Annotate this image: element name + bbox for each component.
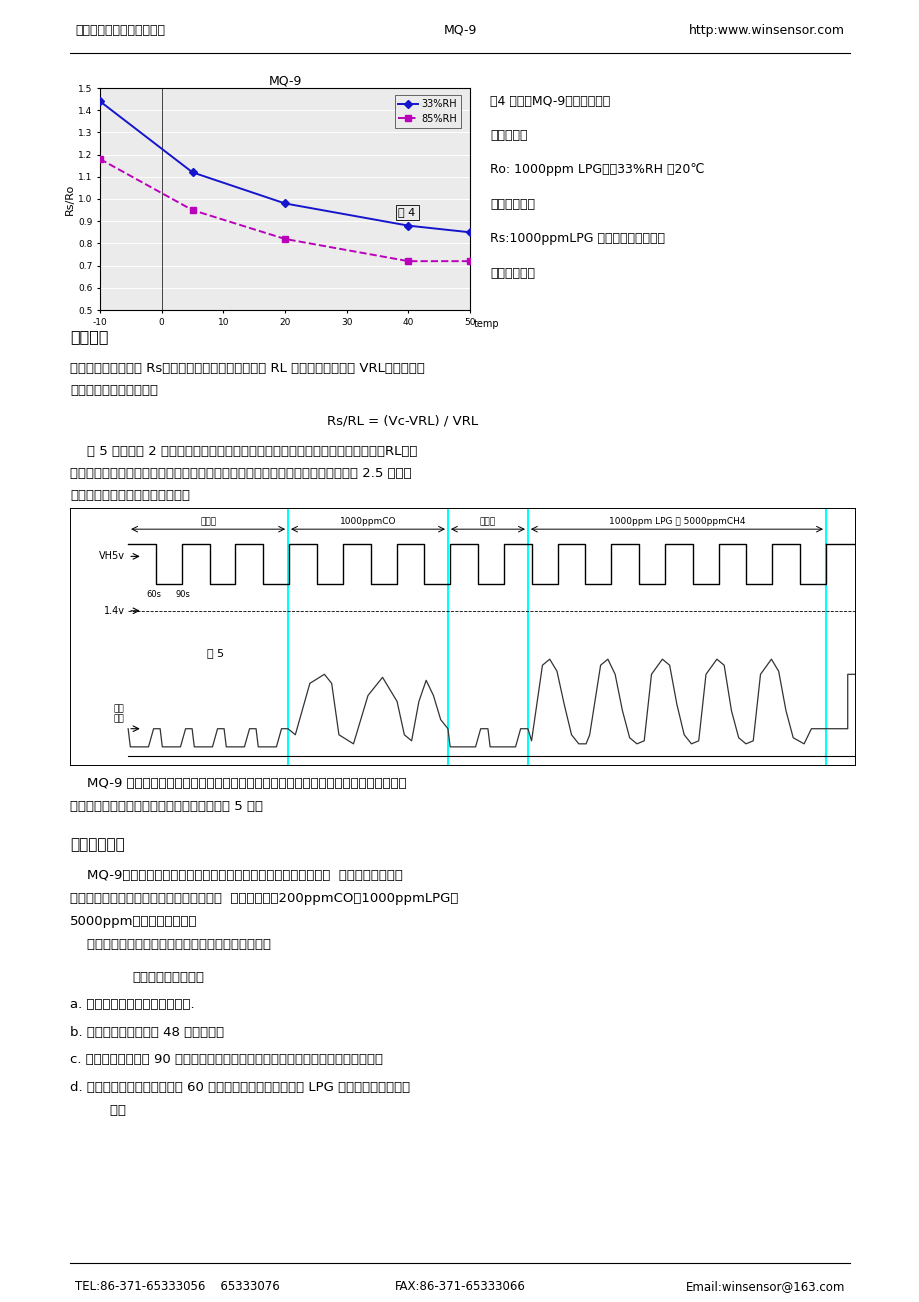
- Text: 工作原理: 工作原理: [70, 328, 108, 344]
- Text: MQ-9 型气敏元件的敏感层是用非常稳定的二氧化锡制成的。因此，它具有优秀的长期: MQ-9 型气敏元件的敏感层是用非常稳定的二氧化锡制成的。因此，它具有优秀的长期: [70, 777, 406, 790]
- 85%RH: [187, 202, 198, 217]
- Text: 1000ppmCO: 1000ppmCO: [339, 517, 396, 526]
- Text: http:www.winsensor.com: http:www.winsensor.com: [688, 23, 844, 36]
- Text: VH5v: VH5v: [98, 551, 124, 561]
- Text: 60s: 60s: [146, 590, 161, 599]
- Text: d. 调节另外一个负载电阻直到 60 秒末获得对应于某个甲烷或 LPG 浓度时所需要的信号: d. 调节另外一个负载电阻直到 60 秒末获得对应于某个甲烷或 LPG 浓度时所…: [70, 1081, 410, 1094]
- Text: temp: temp: [473, 319, 499, 329]
- Text: 当精确测量时，报警点的设定应考虑温湿度的影响。: 当精确测量时，报警点的设定应考虑温湿度的影响。: [70, 939, 271, 952]
- 85%RH: [95, 151, 106, 167]
- Text: 1000ppm LPG 或 5000ppmCH4: 1000ppm LPG 或 5000ppmCH4: [608, 517, 744, 526]
- Text: 5000ppm甲烷校正传感器。: 5000ppm甲烷校正传感器。: [70, 915, 198, 928]
- Text: 郑州炜盛电子科技有限公司: 郑州炜盛电子科技有限公司: [75, 23, 165, 36]
- Text: 值。: 值。: [94, 1104, 126, 1117]
- Text: 稳定性，在正常使用条件下，其使用寿命可达 5 年。: 稳定性，在正常使用条件下，其使用寿命可达 5 年。: [70, 801, 263, 814]
- Line: 33%RH: 33%RH: [96, 98, 472, 236]
- Line: 85%RH: 85%RH: [96, 156, 472, 264]
- Text: 图 5: 图 5: [207, 648, 223, 658]
- Text: 图 5 为利用图 2 回路测得在传感器由洁净空气转移至一氧化碳或甲烷气氛中时，RL上的: 图 5 为利用图 2 回路测得在传感器由洁净空气转移至一氧化碳或甲烷气氛中时，R…: [70, 445, 417, 458]
- Text: Email:winsensor@163.com: Email:winsensor@163.com: [685, 1280, 844, 1293]
- Text: Rs:1000ppmLPG 中不同温度和湿度下: Rs:1000ppmLPG 中不同温度和湿度下: [490, 232, 664, 245]
- 33%RH: [403, 217, 414, 233]
- Text: FAX:86-371-65333066: FAX:86-371-65333066: [394, 1280, 525, 1293]
- Text: 湿度特性。: 湿度特性。: [490, 129, 527, 142]
- 85%RH: [279, 232, 290, 247]
- Text: 图4 示出了MQ-9气敏元件的温: 图4 示出了MQ-9气敏元件的温: [490, 95, 609, 108]
- Text: 1.4v: 1.4v: [104, 605, 124, 616]
- Legend: 33%RH, 85%RH: 33%RH, 85%RH: [394, 95, 461, 128]
- Text: 的。二者之间的关系为：: 的。二者之间的关系为：: [70, 384, 158, 397]
- Text: 90s: 90s: [175, 590, 190, 599]
- Text: 灵敏度调整：: 灵敏度调整：: [70, 837, 125, 853]
- Text: MQ-9型气敏器件对不同种类，不同浓度的气体有不同的电阻值。  因此，在使用此类: MQ-9型气敏器件对不同种类，不同浓度的气体有不同的电阻值。 因此，在使用此类: [70, 870, 403, 883]
- Text: TEL:86-371-65333056    65333076: TEL:86-371-65333056 65333076: [75, 1280, 279, 1293]
- Text: b. 接通电源，通电老化 48 小时以上。: b. 接通电源，通电老化 48 小时以上。: [70, 1026, 224, 1039]
- 85%RH: [403, 254, 414, 270]
- Text: 或在两个完整的加热周期内测得。: 或在两个完整的加热周期内测得。: [70, 490, 190, 503]
- 33%RH: [279, 195, 290, 211]
- Text: c. 调节负载电阻直到 90 秒末时获得对应于某一个一氧化碳浓度时所需要的信号值。: c. 调节负载电阻直到 90 秒末时获得对应于某一个一氧化碳浓度时所需要的信号值…: [70, 1053, 382, 1066]
- Text: 灵敏度的调整程序：: 灵敏度的调整程序：: [132, 970, 204, 983]
- Text: 空气中: 空气中: [199, 517, 216, 526]
- 85%RH: [464, 254, 475, 270]
- Text: MQ-9: MQ-9: [443, 23, 476, 36]
- Text: 下元件电阻。: 下元件电阻。: [490, 198, 535, 211]
- Text: 图 4: 图 4: [398, 207, 415, 217]
- Text: 元件的电阻。: 元件的电阻。: [490, 267, 535, 280]
- Text: Rs/RL = (Vc-VRL) / VRL: Rs/RL = (Vc-VRL) / VRL: [327, 414, 478, 427]
- Text: ．传感器的表面电阻 Rs，是通过与其串联的负载电阻 RL 上的有效电压信号 VRL输出而获得: ．传感器的表面电阻 Rs，是通过与其串联的负载电阻 RL 上的有效电压信号 VR…: [70, 362, 425, 375]
- Y-axis label: Rs/Ro: Rs/Ro: [65, 184, 75, 215]
- 33%RH: [95, 94, 106, 109]
- Text: 负载
电压: 负载 电压: [114, 704, 124, 724]
- Title: MQ-9: MQ-9: [268, 76, 301, 89]
- Text: 型气敏器件时，灵敏度的调整是很重要的。  我们建议您用200ppmCO或1000ppmLPG、: 型气敏器件时，灵敏度的调整是很重要的。 我们建议您用200ppmCO或1000p…: [70, 892, 458, 905]
- Text: 空气中: 空气中: [480, 517, 495, 526]
- Text: Ro: 1000ppm LPG中，33%RH ，20℃: Ro: 1000ppm LPG中，33%RH ，20℃: [490, 164, 704, 177]
- Text: 信号输出变化情况，输出信号的测定是在一个完整的加热周期（由高电压至低电压 2.5 分钟）: 信号输出变化情况，输出信号的测定是在一个完整的加热周期（由高电压至低电压 2.5…: [70, 467, 411, 480]
- 33%RH: [187, 164, 198, 180]
- 33%RH: [464, 224, 475, 240]
- Text: a. 将传感器连接在应用回路中。.: a. 将传感器连接在应用回路中。.: [70, 999, 195, 1012]
